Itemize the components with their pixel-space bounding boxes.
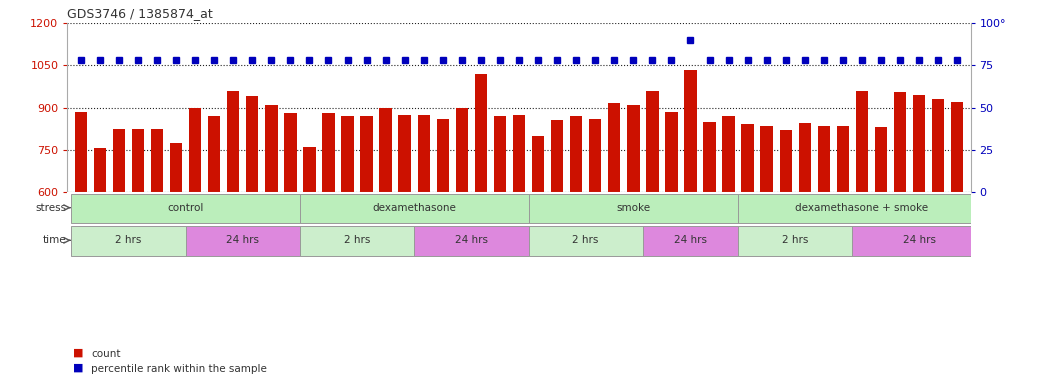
- Bar: [818, 126, 830, 361]
- Text: 2 hrs: 2 hrs: [573, 235, 599, 245]
- Text: 2 hrs: 2 hrs: [115, 235, 141, 245]
- Bar: [798, 123, 811, 361]
- Bar: [932, 99, 945, 361]
- Bar: [342, 116, 354, 361]
- Bar: [665, 112, 678, 361]
- Bar: [761, 126, 773, 361]
- Bar: [852, 226, 986, 256]
- Bar: [75, 112, 87, 361]
- Text: percentile rank within the sample: percentile rank within the sample: [91, 364, 267, 374]
- Bar: [113, 129, 126, 361]
- Bar: [528, 194, 738, 223]
- Bar: [837, 126, 849, 361]
- Text: stress: stress: [35, 203, 66, 213]
- Text: smoke: smoke: [617, 203, 651, 213]
- Bar: [300, 194, 528, 223]
- Bar: [456, 108, 468, 361]
- Bar: [627, 105, 639, 361]
- Bar: [589, 119, 601, 361]
- Bar: [132, 129, 144, 361]
- Bar: [528, 226, 643, 256]
- Bar: [855, 91, 868, 361]
- Bar: [284, 113, 297, 361]
- Bar: [303, 147, 316, 361]
- Bar: [300, 226, 414, 256]
- Bar: [399, 114, 411, 361]
- Bar: [741, 124, 754, 361]
- Text: ■: ■: [73, 362, 83, 372]
- Bar: [738, 194, 986, 223]
- Bar: [608, 103, 621, 361]
- Text: 24 hrs: 24 hrs: [674, 235, 707, 245]
- Bar: [151, 129, 163, 361]
- Bar: [227, 91, 240, 361]
- Bar: [894, 92, 906, 361]
- Bar: [738, 226, 852, 256]
- Bar: [189, 108, 201, 361]
- Bar: [531, 136, 544, 361]
- Text: GDS3746 / 1385874_at: GDS3746 / 1385874_at: [67, 7, 213, 20]
- Bar: [951, 102, 963, 361]
- Text: 2 hrs: 2 hrs: [782, 235, 809, 245]
- Text: 24 hrs: 24 hrs: [903, 235, 935, 245]
- Bar: [170, 143, 183, 361]
- Bar: [246, 96, 258, 361]
- Bar: [380, 108, 391, 361]
- Bar: [265, 105, 277, 361]
- Bar: [722, 116, 735, 361]
- Text: ■: ■: [73, 347, 83, 357]
- Bar: [417, 114, 430, 361]
- Text: dexamethasone + smoke: dexamethasone + smoke: [795, 203, 929, 213]
- Text: time: time: [43, 235, 66, 245]
- Bar: [474, 74, 487, 361]
- Bar: [322, 113, 334, 361]
- Bar: [414, 226, 528, 256]
- Bar: [437, 119, 449, 361]
- Bar: [186, 226, 300, 256]
- Bar: [684, 70, 696, 361]
- Bar: [780, 130, 792, 361]
- Bar: [647, 91, 658, 361]
- Bar: [513, 114, 525, 361]
- Bar: [551, 120, 564, 361]
- Text: 24 hrs: 24 hrs: [455, 235, 488, 245]
- Bar: [208, 116, 220, 361]
- Bar: [360, 116, 373, 361]
- Bar: [570, 116, 582, 361]
- Bar: [643, 226, 738, 256]
- Text: count: count: [91, 349, 120, 359]
- Text: 24 hrs: 24 hrs: [226, 235, 260, 245]
- Bar: [704, 122, 716, 361]
- Text: control: control: [167, 203, 203, 213]
- Bar: [72, 194, 300, 223]
- Text: dexamethasone: dexamethasone: [373, 203, 456, 213]
- Bar: [912, 95, 925, 361]
- Bar: [93, 148, 106, 361]
- Bar: [72, 226, 186, 256]
- Text: 2 hrs: 2 hrs: [344, 235, 371, 245]
- Bar: [875, 127, 887, 361]
- Bar: [494, 116, 507, 361]
